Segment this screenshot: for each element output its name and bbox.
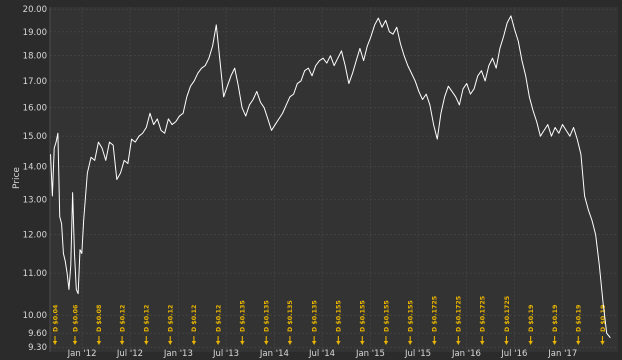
dividend-marker-arrow [144, 341, 149, 345]
x-axis: Jan '12 Jul '12 Jan '13 Jul '13 Jan '14 Jul '… [67, 349, 578, 359]
dividend-label: D $0.1725 [504, 296, 511, 332]
dividend-marker-arrow [528, 341, 533, 345]
dividend-layer: D $0.04 D $0.06 D $0.08 D $0.12 D $0.12 D $0.… [52, 296, 607, 345]
x-tick-label: Jan '15 [355, 349, 385, 359]
dividend-marker-arrow [504, 341, 509, 345]
dividend-marker-arrow [456, 341, 461, 345]
y-tick-label: 10.00 [23, 311, 47, 321]
y-tick-label: 15.00 [23, 132, 47, 142]
grid-layer [49, 7, 618, 352]
dividend-label: D $0.19 [528, 305, 535, 332]
dividend-marker-arrow [407, 341, 413, 345]
dividend-marker-arrow [168, 341, 173, 345]
y-tick-label: 20.00 [23, 5, 47, 15]
x-tick-label: Jan '16 [451, 349, 481, 359]
y-tick-label: 19.00 [23, 28, 47, 38]
dividend-marker-arrow [360, 341, 365, 345]
x-tick-label: Jul '13 [212, 349, 239, 359]
x-tick-label: Jan '12 [67, 349, 97, 359]
series-layer [50, 15, 611, 339]
dividend-label: D $0.06 [72, 304, 79, 332]
x-tick-label: Jan '13 [163, 349, 193, 359]
dividend-marker-arrow [96, 341, 102, 345]
dividend-label: D $0.04 [52, 304, 59, 332]
y-axis-title: Price [12, 167, 22, 189]
dividend-label: D $0.12 [119, 305, 126, 332]
price-line [50, 15, 611, 339]
y-tick-label: 12.00 [23, 231, 47, 241]
dividend-marker-arrow [336, 341, 341, 345]
dividend-label: D $0.19 [576, 305, 583, 332]
dividend-marker-arrow [72, 341, 78, 345]
dividend-marker-arrow [383, 341, 389, 345]
dividend-marker-arrow [480, 341, 485, 345]
dividend-marker-arrow [119, 341, 125, 345]
dividend-label: D $0.135 [311, 300, 318, 332]
dividend-marker-arrow [215, 341, 221, 345]
dividend-label: D $0.08 [96, 305, 103, 332]
y-tick-label: 11.00 [23, 269, 47, 279]
y-tick-label: 18.00 [23, 52, 47, 62]
dividend-marker-arrow [287, 341, 293, 345]
y-axis: 9.30 9.60 10.00 11.00 12.00 13.00 14.00 15.00 16… [23, 5, 47, 353]
dividend-marker-arrow [600, 341, 605, 345]
y-tick-label: 14.00 [23, 163, 47, 173]
dividend-label: D $0.19 [552, 305, 559, 332]
dividend-label: D $0.155 [407, 300, 414, 332]
dividend-label: D $0.1725 [432, 296, 439, 332]
dividend-label: D $0.135 [240, 300, 247, 332]
y-tick-label: 9.30 [28, 343, 47, 353]
dividend-label: D $0.12 [215, 305, 222, 332]
y-tick-label: 17.00 [23, 77, 47, 87]
dividend-marker-arrow [191, 341, 197, 345]
x-tick-label: Jan '14 [259, 349, 289, 359]
dividend-label: D $0.135 [264, 300, 271, 332]
x-tick-label: Jul '12 [116, 349, 143, 359]
dividend-label: D $0.135 [287, 300, 294, 332]
x-tick-label: Jan '17 [547, 349, 577, 359]
dividend-marker-arrow [432, 341, 437, 345]
dividend-marker-arrow [240, 341, 245, 345]
y-tick-label: 16.00 [23, 104, 47, 114]
y-tick-label: 9.60 [28, 329, 47, 339]
plot-area [50, 7, 618, 352]
dividend-label: D $0.12 [144, 305, 151, 332]
dividend-marker-arrow [311, 341, 317, 345]
dividend-marker-arrow [576, 341, 581, 345]
y-tick-label: 13.00 [23, 195, 47, 205]
x-tick-label: Jul '14 [308, 349, 335, 359]
dividend-marker-arrow [264, 341, 269, 345]
dividend-label: D $0.12 [168, 305, 175, 332]
x-tick-label: Jul '16 [500, 349, 527, 359]
dividend-label: D $0.12 [191, 305, 198, 332]
dividend-label: D $0.155 [383, 300, 390, 332]
dividend-label: D $0.1725 [480, 296, 487, 332]
dividend-label: D $0.1725 [456, 296, 463, 332]
dividend-label: D $0.19 [600, 305, 607, 332]
x-tick-label: Jul '15 [404, 349, 431, 359]
dividend-marker-arrow [552, 341, 557, 345]
dividend-marker-arrow [52, 341, 58, 345]
dividend-label: D $0.155 [336, 300, 343, 332]
dividend-label: D $0.155 [360, 300, 367, 332]
